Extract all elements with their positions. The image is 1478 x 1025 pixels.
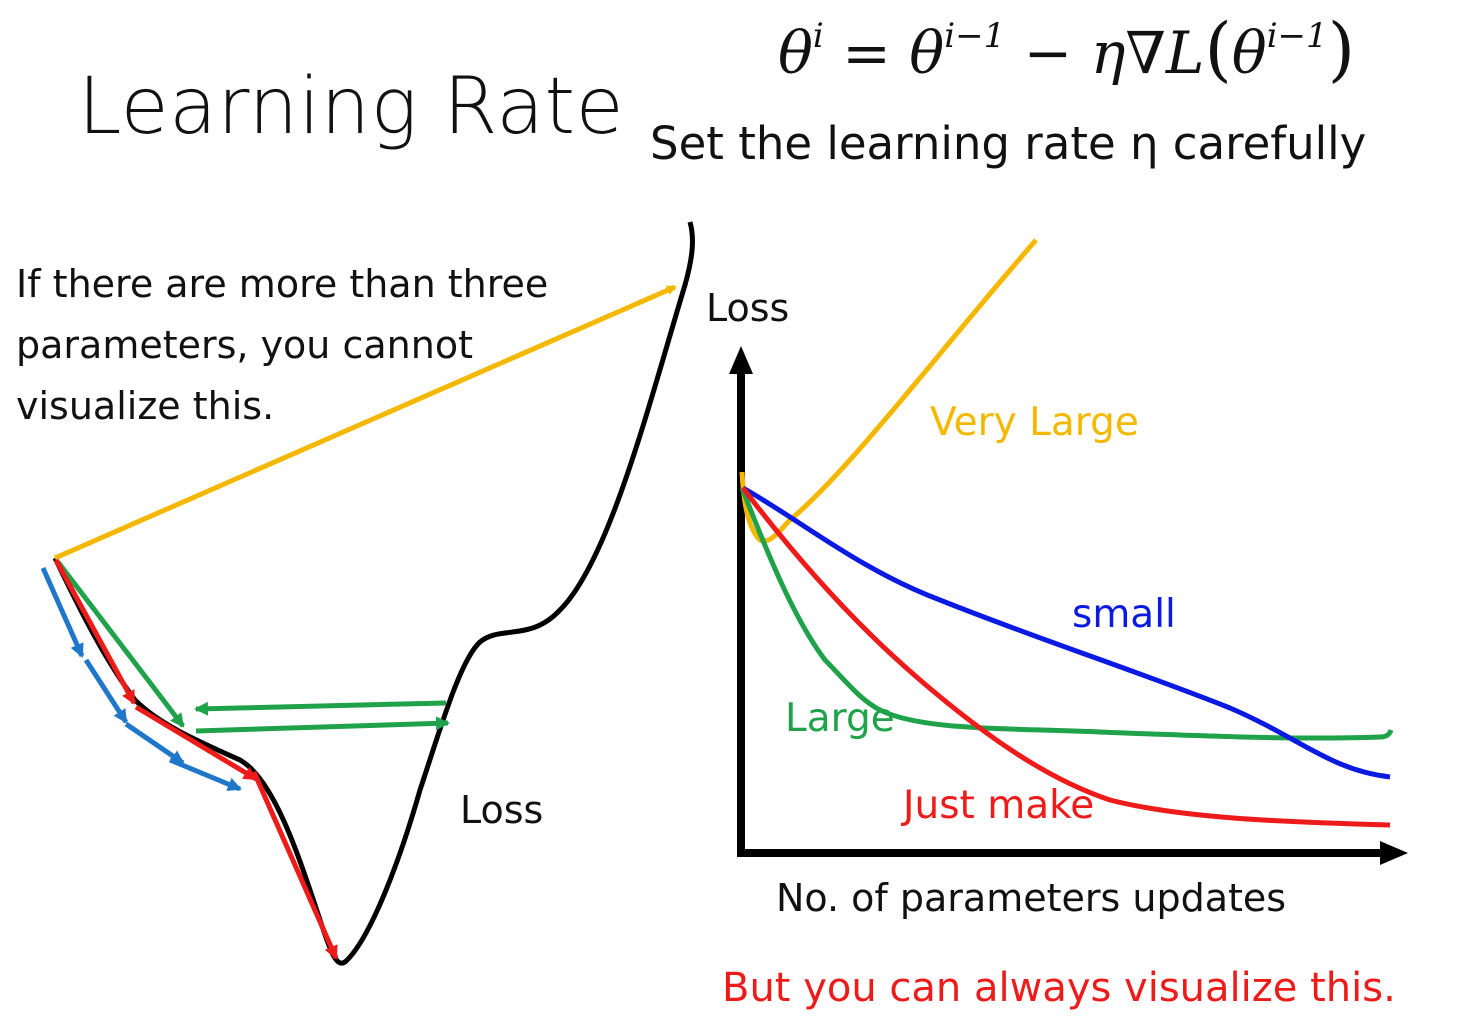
just-make-curve	[741, 486, 1391, 828]
small-step-arrow-1	[40, 566, 85, 658]
formula-equals: =	[823, 19, 910, 87]
large-step-arrow-2	[195, 716, 450, 734]
formula-open-paren: (	[1204, 8, 1232, 90]
formula-theta-arg: θ	[1231, 19, 1267, 87]
small-label: small	[1072, 592, 1176, 637]
footer-text: But you can always visualize this.	[722, 965, 1396, 1011]
formula-theta-prev: θ	[909, 19, 945, 87]
very-large-label: Very Large	[930, 400, 1139, 445]
formula-eta-grad: η∇L	[1090, 19, 1205, 87]
formula-minus: −	[1005, 19, 1091, 87]
formula-theta: θ	[778, 19, 813, 87]
large-step-arrow-3	[194, 700, 447, 716]
large-label: Large	[785, 696, 895, 741]
just-step-arrow-2	[134, 704, 258, 782]
formula-close-paren: )	[1327, 8, 1355, 90]
note-text: If there are more than three parameters,…	[16, 262, 549, 428]
large-step-arrow-1	[56, 560, 185, 728]
slide-title: Learning Rate	[78, 62, 625, 152]
very-large-step-arrow	[53, 284, 677, 561]
formula-sup-arg: i−1	[1266, 16, 1328, 56]
subtitle: Set the learning rate η carefully	[650, 117, 1367, 170]
x-axis-label: No. of parameters updates	[776, 876, 1287, 920]
y-axis-label: Loss	[706, 286, 790, 330]
formula-sup-i: i	[812, 16, 824, 56]
loss-landscape-curve	[52, 221, 695, 966]
small-step-arrow-2	[83, 658, 129, 724]
just-step-arrow-1	[53, 558, 137, 705]
gradient-descent-formula: θi = θi−1 − η∇L(θi−1)	[778, 8, 1355, 90]
small-step-arrow-3	[124, 721, 185, 766]
small-curve	[741, 485, 1391, 780]
small-step-arrow-4	[169, 757, 242, 792]
just-step-arrow-3	[251, 770, 339, 960]
formula-sup-prev: i−1	[944, 16, 1006, 56]
loss-landscape-label: Loss	[460, 788, 544, 832]
just-make-label: Just make	[903, 783, 1095, 828]
